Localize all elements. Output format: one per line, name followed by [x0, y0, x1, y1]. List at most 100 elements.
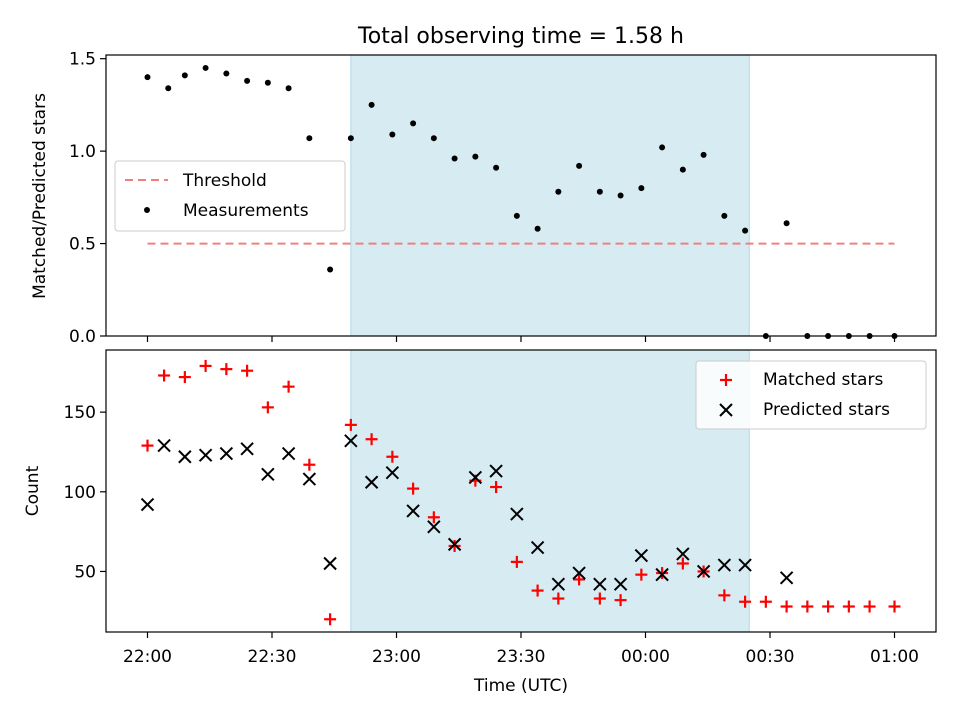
y-tick-label: 1.5: [69, 50, 96, 70]
measurement-point: [555, 188, 562, 195]
measurement-point: [244, 77, 251, 84]
legend-predicted-swatch: [719, 403, 733, 417]
matched-point: [220, 363, 233, 376]
predicted-point-b: [593, 577, 607, 591]
predicted-point: [447, 537, 462, 552]
matched-point: [178, 371, 191, 384]
legend-measurements-label: Measurements: [183, 201, 309, 221]
x-axis-label: Time (UTC): [473, 676, 568, 696]
matched-point: [593, 592, 606, 605]
matched-point: [386, 450, 399, 463]
top-legend-box: [114, 160, 346, 232]
matched-point: [739, 595, 752, 608]
matched-point: [427, 511, 440, 524]
predicted-point: [323, 556, 337, 571]
measurement-point: [306, 135, 313, 142]
matched-point: [448, 539, 461, 552]
measurement-point: [700, 151, 707, 158]
predicted-point-b: [530, 540, 545, 555]
top-x-ticks: [146, 336, 896, 342]
predicted-point-b: [613, 577, 628, 591]
predicted-point: [140, 497, 155, 512]
legend-measurements-swatch: [144, 207, 150, 213]
measurement-point: [596, 188, 603, 195]
predicted-point-b: [655, 567, 669, 582]
predicted-point: [613, 577, 628, 591]
predicted-point: [634, 548, 649, 563]
y-tick-label: 0.5: [69, 235, 96, 255]
predicted-point-b: [364, 475, 379, 489]
predicted-point: [676, 547, 690, 561]
bottom-shaded-span: [350, 350, 750, 632]
measurement-point: [451, 155, 458, 162]
matched-point: [141, 439, 154, 452]
predicted-point: [178, 450, 192, 464]
predicted-point: [427, 520, 441, 534]
predicted-point: [655, 567, 669, 582]
matched-point: [780, 600, 793, 613]
predicted-point-b: [447, 537, 462, 552]
predicted-point-b: [281, 446, 296, 461]
top-y-axis-label: Matched/Predicted stars: [30, 93, 50, 299]
matched-point: [801, 600, 814, 613]
predicted-point-b: [696, 564, 711, 579]
measurement-point: [742, 227, 749, 234]
measurement-point: [389, 131, 396, 138]
predicted-point-b: [510, 507, 524, 521]
matched-point: [676, 557, 689, 570]
matched-point: [490, 481, 503, 494]
matched-point: [635, 568, 648, 581]
measurement-point: [264, 79, 271, 86]
measurement-point: [679, 166, 686, 173]
predicted-point: [738, 558, 752, 572]
x-tick-label: 22:30: [248, 647, 297, 667]
matched-point: [531, 584, 544, 597]
predicted-point-b: [468, 470, 483, 485]
measurement-point: [493, 164, 500, 171]
x-tick-label: 00:30: [746, 647, 795, 667]
predicted-point: [489, 464, 503, 478]
predicted-point: [510, 507, 524, 521]
predicted-point: [696, 564, 711, 579]
measurement-point: [617, 192, 624, 199]
measurement-point: [472, 153, 479, 160]
bottom-panel: 50 100 150 22:00 22:30 23:00 23:30 00:00 00:30 0…: [23, 349, 937, 696]
predicted-point: [219, 446, 234, 461]
predicted-point-b: [738, 558, 752, 572]
predicted-point-b: [779, 571, 794, 585]
measurement-point: [513, 212, 520, 219]
predicted-point-b: [634, 548, 649, 563]
predicted-point-b: [344, 434, 358, 448]
legend-predicted-label: Predicted stars: [763, 400, 890, 420]
measurement-point: [783, 220, 790, 227]
matched-point: [822, 600, 835, 613]
measurement-point: [181, 72, 188, 79]
legend-predicted-b: [719, 403, 733, 417]
measurement-point: [430, 135, 437, 142]
measurement-point: [223, 70, 230, 77]
predicted-point: [364, 475, 379, 489]
measurement-point: [327, 266, 334, 273]
bottom-y-axis-label: Count: [23, 465, 43, 516]
predicted-point-b: [140, 497, 155, 512]
y-tick-label: 1.0: [69, 142, 96, 162]
predicted-point-b: [406, 504, 420, 518]
predicted-point: [572, 566, 586, 580]
matched-point: [614, 594, 627, 607]
measurement-point: [410, 120, 417, 127]
matched-point: [282, 380, 295, 393]
predicted-point: [302, 472, 317, 486]
predicted-point: [551, 577, 566, 591]
x-tick-label: 22:00: [123, 647, 172, 667]
shaded-span-rect: [350, 55, 750, 336]
matched-point: [365, 433, 378, 446]
matched-point: [656, 567, 669, 580]
top-measurement-points: [144, 64, 898, 339]
predicted-point: [344, 434, 358, 448]
predicted-point: [198, 448, 213, 462]
predicted-point: [281, 446, 296, 461]
predicted-point-b: [551, 577, 566, 591]
predicted-point-b: [323, 556, 337, 571]
matched-point: [261, 401, 274, 414]
x-tick-label: 23:30: [497, 647, 546, 667]
